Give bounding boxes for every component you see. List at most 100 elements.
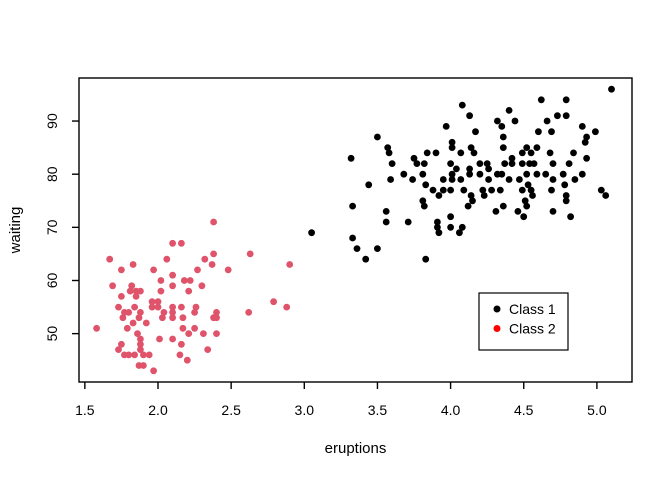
scatter-point-class-1 [499,144,507,152]
scatter-point-class-2 [129,319,137,327]
legend-marker-class-1 [493,305,501,313]
scatter-point-class-1 [518,186,526,194]
scatter-point-class-2 [169,335,177,343]
scatter-point-class-1 [447,213,454,221]
scatter-point-class-2 [159,314,166,322]
scatter-point-class-1 [308,229,315,237]
scatter-point-class-2 [180,277,188,284]
scatter-point-class-1 [422,255,430,263]
scatter-point-class-1 [542,170,550,178]
scatter-point-class-2 [213,330,220,337]
scatter-point-class-1 [476,170,484,178]
scatter-point-class-2 [137,340,144,348]
scatter-point-class-2 [208,261,216,268]
x-tick-label: 1.5 [75,402,95,418]
scatter-point-class-1 [458,223,466,231]
scatter-point-class-1 [505,107,513,114]
scatter-point-class-2 [154,298,162,306]
scatter-point-class-1 [419,170,427,178]
plot-box [78,77,633,383]
y-tick-label: 80 [44,166,60,182]
scatter-point-class-1 [527,149,535,157]
scatter-point-class-2 [157,277,165,284]
scatter-point-class-2 [123,324,131,332]
scatter-point-class-1 [523,202,531,210]
scatter-point-class-2 [131,351,139,359]
scatter-point-class-1 [559,170,567,178]
scatter-point-class-1 [533,144,541,152]
scatter-point-class-1 [410,154,418,162]
scatter-point-class-2 [185,287,193,295]
scatter-point-class-1 [498,170,506,178]
scatter-point-class-1 [508,160,516,168]
scatter-point-class-1 [347,154,355,162]
scatter-point-class-1 [562,96,570,104]
scatter-point-class-1 [501,160,509,168]
x-tick-label: 5.0 [587,402,607,418]
y-tick-label: 50 [44,326,60,342]
scatter-point-class-2 [135,314,143,322]
scatter-point-class-1 [429,186,437,194]
scatter-point-class-2 [213,314,220,322]
scatter-point-class-2 [160,309,168,316]
scatter-point-class-1 [384,144,392,152]
scatter-point-class-1 [578,170,586,178]
scatter-point-class-1 [448,138,456,146]
scatter-point-class-2 [125,309,133,316]
scatter-point-class-1 [385,149,393,157]
scatter-point-class-1 [562,197,570,205]
scatter-point-class-1 [581,138,589,146]
scatter-point-class-1 [466,165,473,173]
scatter-point-class-1 [549,176,557,183]
legend-marker-class-2 [493,325,501,332]
scatter-point-class-2 [192,303,200,311]
scatter-point-class-1 [570,149,577,157]
scatter-point-class-2 [115,346,122,353]
scatter-point-class-2 [270,298,277,306]
scatter-point-class-2 [191,324,199,332]
scatter-point-class-1 [508,154,516,162]
scatter-point-class-1 [374,245,381,253]
scatter-point-class-1 [583,133,590,141]
scatter-point-class-1 [520,213,528,221]
scatter-point-class-1 [404,218,412,226]
scatter-point-class-1 [469,197,476,205]
scatter-point-class-1 [362,255,370,263]
scatter-point-class-2 [125,351,133,359]
scatter-point-class-1 [530,160,538,168]
scatter-point-class-2 [201,255,209,263]
scatter-point-class-2 [178,303,185,311]
scatter-point-class-2 [283,303,291,311]
scatter-point-class-1 [448,176,456,183]
scatter-point-class-1 [488,186,495,194]
scatter-point-class-1 [521,197,529,205]
scatter-point-class-2 [210,250,218,258]
scatter-point-class-2 [140,362,147,369]
scatter-point-class-1 [514,208,522,215]
scatter-point-class-1 [524,181,532,189]
scatter-point-class-2 [183,356,191,364]
scatter-point-class-2 [194,266,201,274]
y-tick-label: 70 [44,219,60,235]
scatter-point-class-1 [467,192,475,199]
scatter-point-class-1 [496,186,504,194]
scatter-point-class-2 [137,346,144,353]
scatter-point-class-2 [106,255,114,263]
scatter-point-class-1 [479,186,487,194]
scatter-point-class-1 [432,149,440,157]
y-tick-label: 60 [44,272,60,288]
y-axis-label: waiting [7,207,24,255]
scatter-point-class-1 [546,149,554,157]
scatter-point-class-2 [129,261,137,268]
scatter-point-class-2 [140,351,147,359]
scatter-point-class-1 [523,144,531,152]
scatter-point-class-2 [150,367,158,375]
x-tick-label: 3.5 [368,402,388,418]
scatter-point-class-2 [118,340,125,348]
scatter-point-class-1 [434,223,441,231]
scatter-point-class-1 [597,186,605,194]
scatter-point-class-2 [115,303,122,311]
scatter-point-class-1 [548,186,555,194]
scatter-point-class-2 [178,239,185,247]
